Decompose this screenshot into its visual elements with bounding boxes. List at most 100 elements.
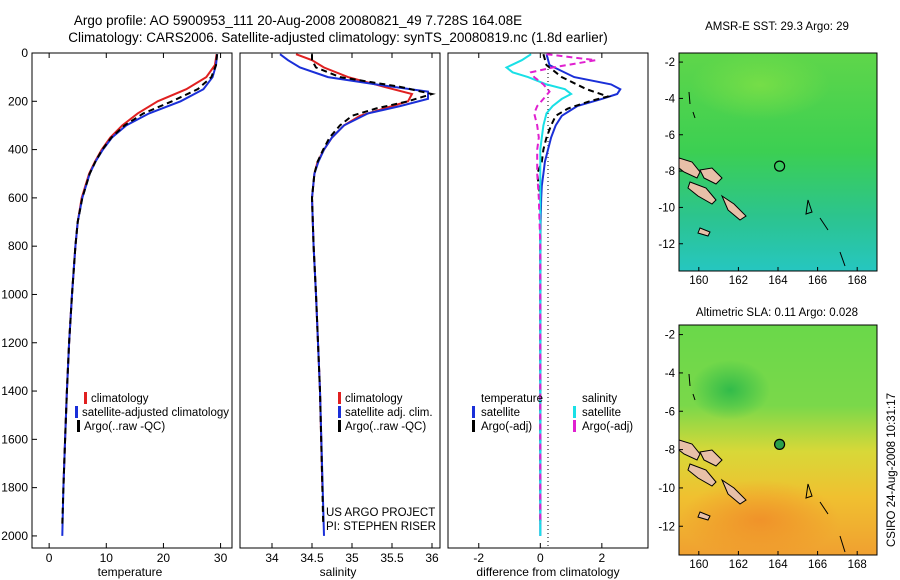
salinity-panel: 34 34.5 35 35.5 36 salinity climatology sate… bbox=[239, 52, 441, 579]
y-tick-label: 1400 bbox=[1, 384, 28, 398]
lon-tick-label: 166 bbox=[808, 559, 827, 571]
salinity-legend: climatology satellite adj. clim. Argo(..… bbox=[338, 392, 433, 433]
legend-swatch-satellite bbox=[75, 406, 78, 418]
legend-header-temperature: temperature bbox=[481, 393, 543, 405]
sla-high-patch bbox=[680, 480, 840, 555]
island-malaita bbox=[720, 194, 747, 221]
salinity-profiles bbox=[279, 53, 436, 536]
difference-x-axis: -2 0 2 bbox=[473, 53, 606, 565]
x-tick-label: 0 bbox=[537, 551, 544, 565]
sla-map-panel: Altimetric SLA: 0.11 Argo: 0.028 160 162 1… bbox=[658, 307, 878, 571]
legend-swatch-sal-argo bbox=[573, 420, 576, 432]
legend-temp-satellite: satellite bbox=[481, 407, 520, 419]
x-tick-label: 0 bbox=[46, 551, 53, 565]
x-tick-label: -2 bbox=[473, 551, 484, 565]
coast-north bbox=[688, 373, 696, 401]
y-tick-label: 800 bbox=[8, 239, 28, 253]
lon-tick-label: 162 bbox=[729, 275, 748, 287]
y-tick-label: 600 bbox=[8, 191, 28, 205]
legend-swatch-temp-argo bbox=[472, 420, 475, 432]
salinity-axes-frame bbox=[239, 52, 441, 549]
profile-line-salinity-satellite bbox=[504, 53, 573, 536]
difference-legend: temperature salinity satellite Argo(-adj… bbox=[472, 393, 633, 433]
lat-tick-label: -2 bbox=[665, 330, 675, 342]
x-tick-label: 20 bbox=[157, 551, 171, 565]
x-tick-label: 36 bbox=[425, 551, 439, 565]
island-new-georgia bbox=[699, 449, 723, 467]
temperature-panel: 0 200 400 600 800 1000 1200 1400 1600 1800 2000 0 1… bbox=[1, 46, 233, 579]
lat-tick-label: -4 bbox=[665, 93, 676, 105]
lon-tick-label: 162 bbox=[729, 559, 748, 571]
sla-map-axes: 160 162 164 166 168 -2 -4 -6 -8 -10 -12 bbox=[658, 330, 866, 571]
project-label: US ARGO PROJECT bbox=[326, 507, 435, 519]
temperature-profiles bbox=[61, 54, 219, 536]
profile-line-satellite bbox=[61, 54, 219, 536]
lat-tick-label: -12 bbox=[658, 521, 675, 533]
x-tick-label: 10 bbox=[100, 551, 114, 565]
title-line-1: Argo profile: AO 5900953_111 20-Aug-2008… bbox=[74, 13, 522, 28]
island-malaita bbox=[720, 478, 747, 505]
legend-satellite-adj: satellite adj. clim. bbox=[345, 407, 433, 419]
x-tick-label: 34.5 bbox=[300, 551, 324, 565]
lat-tick-label: -2 bbox=[665, 57, 675, 69]
temperature-axes-frame bbox=[31, 52, 233, 549]
csiro-timestamp: CSIRO 24-Aug-2008 10:31:17 bbox=[886, 393, 898, 547]
argo-position-marker bbox=[773, 160, 786, 172]
title-line-2: Climatology: CARS2006. Satellite-adjuste… bbox=[68, 30, 608, 45]
temperature-legend: climatology satellite-adjusted climatolo… bbox=[75, 392, 229, 433]
legend-swatch-argo bbox=[338, 420, 341, 432]
island-isabel bbox=[687, 463, 717, 487]
temperature-x-axis: 0 10 20 30 bbox=[46, 53, 228, 565]
coast-north bbox=[688, 91, 696, 119]
y-tick-label: 2000 bbox=[1, 529, 28, 543]
lat-tick-label: -4 bbox=[665, 368, 676, 380]
lon-tick-label: 164 bbox=[768, 275, 788, 287]
lat-tick-label: -6 bbox=[665, 130, 675, 142]
coast-east bbox=[805, 199, 846, 267]
profile-line-argo bbox=[61, 54, 219, 524]
lat-tick-label: -12 bbox=[658, 239, 675, 251]
y-tick-label: 1000 bbox=[1, 287, 28, 301]
profile-line-temperature-satellite bbox=[539, 53, 622, 536]
sst-map-panel: AMSR-E SST: 29.3 Argo: 29 160 162 164 166 16… bbox=[658, 21, 878, 287]
sla-land bbox=[679, 373, 846, 553]
legend-sal-satellite: satellite bbox=[582, 407, 621, 419]
salinity-xlabel: salinity bbox=[320, 565, 357, 579]
sst-map-title: AMSR-E SST: 29.3 Argo: 29 bbox=[705, 21, 849, 33]
legend-satellite-adjusted: satellite-adjusted climatology bbox=[82, 407, 229, 419]
lon-tick-label: 168 bbox=[848, 275, 867, 287]
lat-tick-label: -8 bbox=[665, 445, 675, 457]
legend-argo: Argo(..raw -QC) bbox=[84, 421, 165, 433]
argo-position-marker bbox=[773, 438, 786, 450]
salinity-x-axis: 34 34.5 35 35.5 36 bbox=[265, 53, 439, 565]
x-tick-label: 35 bbox=[345, 551, 359, 565]
island-small-1 bbox=[697, 511, 711, 521]
lat-tick-label: -10 bbox=[658, 483, 675, 495]
lat-tick-label: -10 bbox=[658, 202, 675, 214]
difference-profiles bbox=[504, 53, 622, 536]
lon-tick-label: 160 bbox=[689, 559, 708, 571]
lon-tick-label: 168 bbox=[848, 559, 867, 571]
legend-header-salinity: salinity bbox=[582, 393, 617, 405]
temperature-xlabel: temperature bbox=[98, 565, 163, 579]
lat-tick-label: -8 bbox=[665, 166, 675, 178]
legend-swatch-climatology bbox=[338, 392, 341, 404]
legend-climatology: climatology bbox=[91, 393, 149, 405]
depth-axis: 0 200 400 600 800 1000 1200 1400 1600 1800 2000 bbox=[1, 46, 37, 543]
coast-east bbox=[805, 483, 846, 553]
sst-map-axes: 160 162 164 166 168 -2 -4 -6 -8 -10 -12 bbox=[658, 57, 866, 287]
lon-tick-label: 164 bbox=[768, 559, 788, 571]
island-choiseul bbox=[679, 439, 701, 461]
sla-map-title: Altimetric SLA: 0.11 Argo: 0.028 bbox=[696, 307, 858, 319]
sst-warm-patch bbox=[690, 53, 830, 120]
y-tick-label: 0 bbox=[21, 46, 28, 60]
legend-argo: Argo(..raw -QC) bbox=[345, 421, 426, 433]
island-new-georgia bbox=[699, 167, 723, 185]
x-tick-label: 34 bbox=[265, 551, 279, 565]
island-choiseul bbox=[679, 157, 701, 179]
profile-line-argo bbox=[310, 54, 436, 524]
profile-line-salinity-argo bbox=[529, 53, 596, 524]
x-tick-label: 30 bbox=[214, 551, 228, 565]
pi-label: PI: STEPHEN RISER bbox=[326, 521, 436, 533]
x-tick-label: 35.5 bbox=[380, 551, 404, 565]
